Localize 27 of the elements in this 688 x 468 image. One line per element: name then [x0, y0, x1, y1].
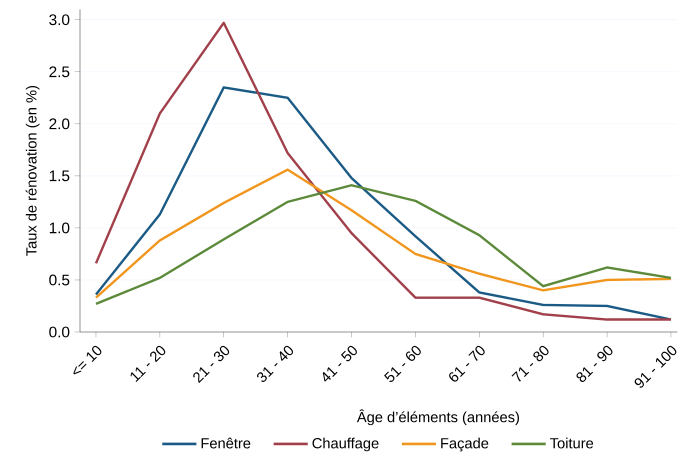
x-tick-label: 31 - 40 — [257, 346, 294, 382]
x-tick-label: 91 - 100 — [634, 346, 676, 388]
legend-label: Chauffage — [312, 438, 379, 452]
y-tick-label: 0.5 — [49, 274, 70, 286]
line-series — [94, 168, 672, 299]
legend-label: Fenêtre — [202, 438, 250, 448]
y-axis-title: Taux de rénovation (en %) — [26, 86, 40, 256]
y-tick-label: 3.0 — [49, 14, 70, 26]
x-tick-label: 41 - 50 — [322, 346, 357, 382]
y-tick-label: 0.0 — [49, 326, 70, 338]
x-tick-label: <= 10 — [73, 346, 102, 374]
line-series — [94, 86, 672, 321]
y-tick-label: 2.5 — [49, 66, 70, 78]
x-tick-label: 61 - 70 — [449, 346, 485, 382]
x-tick-label: 51 - 60 — [384, 346, 421, 382]
x-tick-label: 81 - 90 — [576, 346, 612, 382]
y-tick-label: 1.0 — [50, 222, 70, 234]
x-tick-label: 11 - 20 — [130, 346, 166, 382]
legend-label: Toiture — [550, 438, 594, 448]
x-tick-label: 21 - 30 — [193, 346, 230, 383]
line-series — [94, 22, 672, 321]
line-series — [94, 184, 672, 306]
x-tick-label: 71 - 80 — [512, 346, 549, 382]
legend-label: Façade — [441, 438, 488, 452]
x-axis-title: Âge d’éléments (années) — [356, 409, 519, 426]
y-tick-label: 1.5 — [50, 170, 70, 182]
y-tick-label: 2.0 — [49, 118, 70, 130]
